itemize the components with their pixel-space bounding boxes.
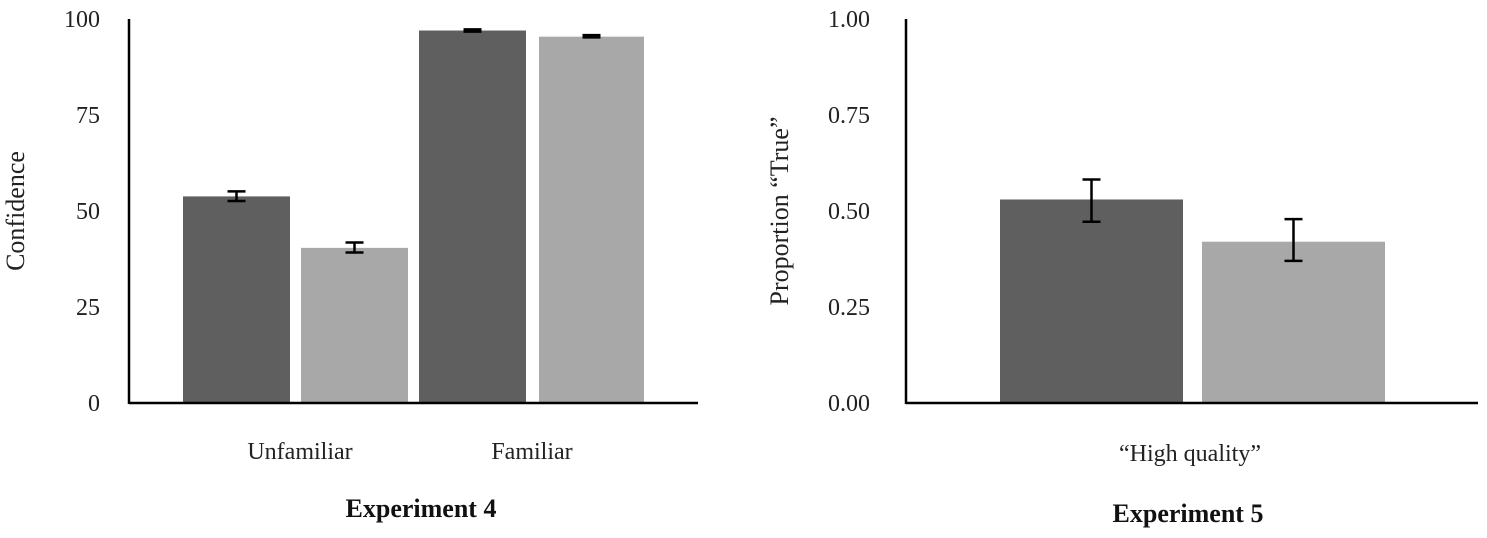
x-tick-label: Unfamiliar	[247, 439, 352, 465]
y-tick-label: 0.25	[828, 295, 870, 321]
y-tick-label: 0.50	[828, 199, 870, 225]
x-tick-label: Familiar	[491, 439, 572, 465]
y-tick-label: 50	[76, 199, 100, 225]
y-tick-label: 0.00	[828, 391, 870, 417]
y-tick-label: 25	[76, 295, 100, 321]
y-tick-label: 0	[88, 391, 100, 417]
y-tick-label: 1.00	[828, 7, 870, 33]
experiment-5-chart: Experiment 5 Proportion “True” 0.00 0.25 0…	[765, 7, 1478, 528]
x-tick-label: “High quality”	[1119, 441, 1261, 467]
chart-title: Experiment 4	[346, 494, 497, 523]
bar	[183, 196, 290, 403]
y-axis-label: Confidence	[1, 151, 30, 271]
bar	[1202, 241, 1385, 403]
chart-title: Experiment 5	[1113, 499, 1264, 528]
y-axis-label: Proportion “True”	[765, 117, 794, 306]
bar	[419, 30, 526, 404]
y-tick-label: 0.75	[828, 103, 870, 129]
experiment-4-chart: Experiment 4 Confidence 0 25 50 75 100 Unfami…	[1, 7, 698, 523]
bar	[1000, 199, 1183, 403]
bar	[301, 247, 408, 403]
y-tick-label: 75	[76, 103, 100, 129]
y-tick-label: 100	[64, 7, 100, 33]
bar	[539, 36, 644, 403]
